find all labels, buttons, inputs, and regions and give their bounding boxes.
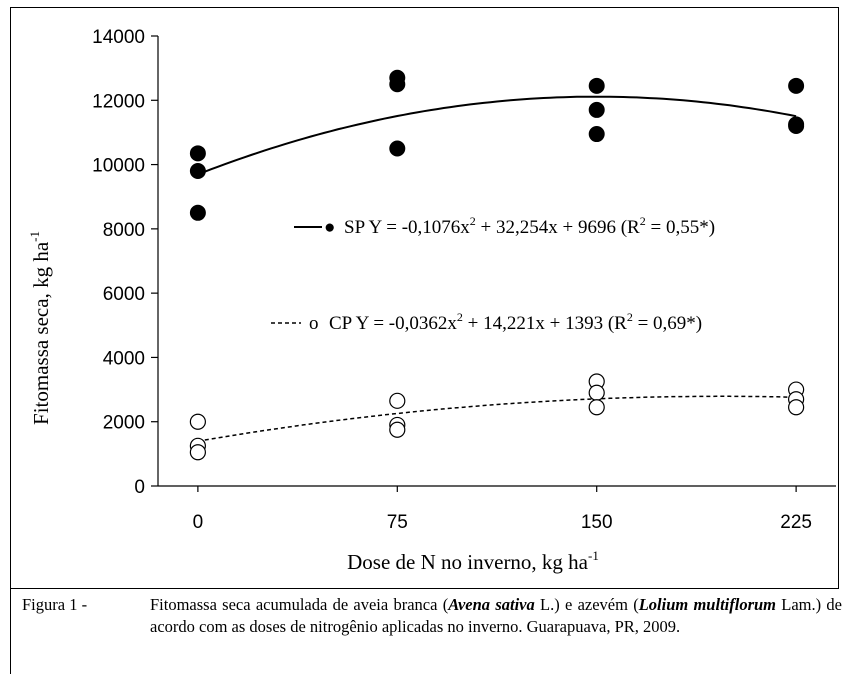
x-tick-label: 75 bbox=[387, 512, 408, 533]
y-tick-label: 12000 bbox=[92, 91, 145, 112]
point-cp bbox=[788, 399, 805, 416]
y-tick-label: 8000 bbox=[103, 220, 145, 241]
figure-caption: Figura 1 - Fitomassa seca acumulada de a… bbox=[22, 594, 842, 638]
point-cp bbox=[389, 392, 406, 409]
point-sp bbox=[788, 77, 805, 94]
tick-labels: 0 2000 4000 6000 8000 10000 12000 14000 0 75 150 22… bbox=[92, 27, 812, 533]
y-tick-label: 4000 bbox=[103, 348, 145, 369]
point-sp bbox=[189, 204, 206, 221]
chart: 0 2000 4000 6000 8000 10000 12000 14000 0 75 150 22… bbox=[27, 27, 836, 574]
axes bbox=[151, 35, 836, 492]
point-sp bbox=[588, 101, 605, 118]
x-tick-label: 225 bbox=[780, 512, 812, 533]
y-tick-label: 10000 bbox=[92, 156, 145, 177]
caption-text-1: Fitomassa seca acumulada de aveia branca… bbox=[150, 595, 449, 614]
point-sp bbox=[189, 145, 206, 162]
y-tick-label: 0 bbox=[134, 477, 145, 498]
y-axis-title: Fitomassa seca, kg ha-1 bbox=[27, 231, 53, 425]
point-sp bbox=[588, 77, 605, 94]
legend-cp-symbol: o bbox=[309, 313, 319, 334]
fit-curve-sp bbox=[197, 95, 797, 176]
fit-curve-cp bbox=[197, 395, 797, 442]
point-sp bbox=[588, 126, 605, 143]
point-sp bbox=[189, 163, 206, 179]
y-tick-label: 2000 bbox=[103, 413, 145, 434]
legend-sp: ● SP Y = -0,1076x2 + 32,254x + 9696 (R2 … bbox=[294, 214, 715, 238]
point-cp bbox=[588, 384, 605, 401]
x-tick-label: 150 bbox=[581, 512, 613, 533]
legend-cp-equation: CP Y = -0,0362x2 + 14,221x + 1393 (R2 = … bbox=[329, 310, 702, 334]
y-tick-label: 14000 bbox=[92, 27, 145, 48]
caption-body: Fitomassa seca acumulada de aveia branca… bbox=[150, 594, 842, 638]
point-cp bbox=[189, 413, 206, 430]
fit-curves bbox=[197, 95, 797, 442]
data-points bbox=[189, 69, 805, 461]
point-sp bbox=[788, 118, 805, 134]
caption-species-2: Lolium multiflorum bbox=[638, 595, 776, 614]
legend-sp-equation: SP Y = -0,1076x2 + 32,254x + 9696 (R2 = … bbox=[344, 214, 715, 238]
point-sp bbox=[389, 140, 406, 157]
caption-text-2: L.) e azevém ( bbox=[534, 595, 639, 614]
point-sp bbox=[389, 76, 406, 93]
y-tick-label: 6000 bbox=[103, 284, 145, 305]
point-cp bbox=[588, 399, 605, 416]
x-tick-label: 0 bbox=[193, 512, 204, 533]
caption-left-rule bbox=[10, 589, 11, 674]
caption-species-1: Avena sativa bbox=[448, 595, 535, 614]
caption-prefix: Figura 1 - bbox=[22, 595, 88, 614]
point-cp bbox=[189, 444, 206, 461]
x-axis-title: Dose de N no inverno, kg ha-1 bbox=[347, 548, 599, 574]
point-cp bbox=[389, 421, 406, 438]
figure-frame: 0 2000 4000 6000 8000 10000 12000 14000 0 75 150 22… bbox=[10, 7, 839, 589]
caption-text-3: Lam.) de acordo com as doses de nitrogên… bbox=[150, 595, 842, 636]
legend-sp-symbol: ● bbox=[324, 217, 335, 238]
legend-cp: o CP Y = -0,0362x2 + 14,221x + 1393 (R2 … bbox=[271, 310, 702, 334]
